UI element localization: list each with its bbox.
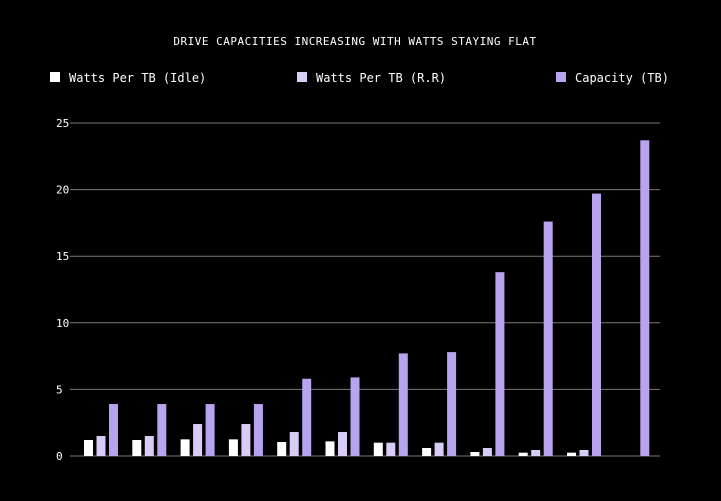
bar-series0-group10[interactable] (567, 452, 576, 456)
bar-series1-group10[interactable] (579, 450, 589, 456)
y-tick-label: 20 (56, 184, 69, 197)
bar-series1-group4[interactable] (289, 432, 299, 456)
bar-series2-group3[interactable] (253, 404, 263, 456)
legend-item-idle[interactable]: Watts Per TB (Idle) (50, 71, 206, 85)
legend-item-capacity[interactable]: Capacity (TB) (556, 71, 669, 85)
legend-swatch-rr (297, 72, 307, 82)
bar-series0-group7[interactable] (422, 448, 432, 456)
bar-series0-group2[interactable] (180, 439, 190, 456)
bar-series1-group7[interactable] (434, 442, 444, 456)
grid-lines (70, 122, 660, 457)
y-tick-label: 15 (56, 250, 69, 263)
bar-series2-group4[interactable] (302, 378, 312, 456)
bar-series1-group2[interactable] (193, 424, 203, 456)
bar-series1-group9[interactable] (531, 450, 541, 456)
bar-series0-group6[interactable] (373, 442, 383, 456)
legend-label-idle: Watts Per TB (Idle) (69, 71, 206, 85)
bar-series0-group3[interactable] (228, 439, 238, 456)
legend-item-rr[interactable]: Watts Per TB (R.R) (297, 71, 446, 85)
bar-series0-group5[interactable] (325, 441, 335, 456)
bar-series1-group3[interactable] (241, 424, 251, 456)
bar-series2-group5[interactable] (350, 377, 360, 456)
bar-series2-group8[interactable] (495, 272, 505, 456)
bar-series1-group6[interactable] (386, 442, 396, 456)
bar-series2-group6[interactable] (398, 353, 408, 456)
bar-series1-group0[interactable] (96, 436, 106, 456)
bar-series2-group7[interactable] (447, 352, 457, 456)
chart-title: DRIVE CAPACITIES INCREASING WITH WATTS S… (173, 35, 536, 48)
legend-swatch-capacity (556, 72, 566, 82)
y-tick-label: 0 (56, 450, 63, 463)
bar-series0-group1[interactable] (132, 440, 142, 456)
bar-series2-group10[interactable] (592, 193, 601, 456)
bar-series2-group1[interactable] (157, 404, 167, 456)
bar-series1-group1[interactable] (144, 436, 154, 456)
legend-label-rr: Watts Per TB (R.R) (316, 71, 446, 85)
bar-series2-group0[interactable] (109, 404, 118, 456)
y-tick-label: 5 (56, 383, 63, 396)
y-axis-tick-labels: 0 5 10 15 20 25 (56, 117, 69, 463)
bar-series2-group9[interactable] (543, 221, 553, 456)
legend: Watts Per TB (Idle) Watts Per TB (R.R) C… (50, 71, 669, 85)
legend-label-capacity: Capacity (TB) (575, 71, 669, 85)
bar-series0-group8[interactable] (470, 452, 480, 456)
bars (84, 140, 650, 457)
bar-series0-group4[interactable] (277, 442, 287, 456)
bar-series1-group5[interactable] (338, 432, 347, 456)
bar-series0-group0[interactable] (84, 440, 93, 456)
bar-series2-group11[interactable] (640, 140, 650, 457)
y-tick-label: 10 (56, 317, 69, 330)
legend-swatch-idle (50, 72, 60, 82)
y-tick-label: 25 (56, 117, 69, 130)
bar-series0-group9[interactable] (518, 452, 528, 456)
bar-series2-group2[interactable] (205, 404, 215, 456)
bar-series1-group8[interactable] (482, 448, 492, 456)
